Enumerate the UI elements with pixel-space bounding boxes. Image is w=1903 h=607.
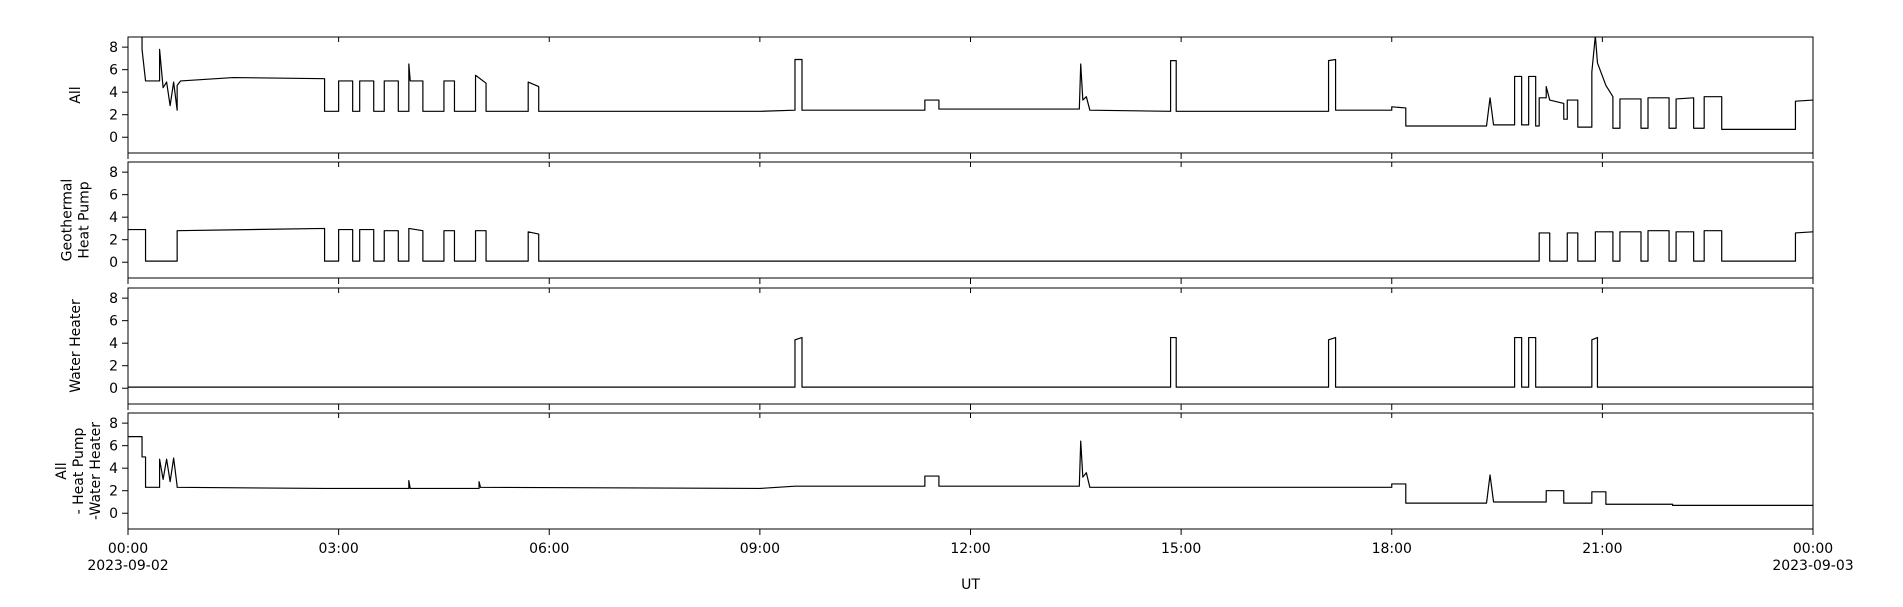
x-tick-label: 09:00 — [740, 541, 780, 557]
y-tick-label: 0 — [109, 255, 118, 271]
y-tick-label: 4 — [109, 461, 118, 477]
plot-frame — [127, 287, 1814, 405]
y-axis-label: GeothermalHeat Pump — [60, 179, 93, 262]
plot-frame — [127, 412, 1814, 530]
data-line — [128, 227, 1813, 262]
y-tick-label: 6 — [109, 63, 118, 79]
data-line — [128, 336, 1813, 388]
y-tick-label: 8 — [109, 416, 118, 432]
y-tick-label: 6 — [109, 314, 118, 330]
y-tick-label: 4 — [109, 85, 118, 101]
x-tick-label: 18:00 — [1372, 541, 1412, 557]
y-axis-label-line: Geothermal — [60, 179, 76, 262]
panel: 0 2 4 6 8 All — [68, 36, 1814, 159]
y-tick-label: 2 — [109, 108, 118, 124]
panel: 0 2 4 6 8 GeothermalHeat Pump — [60, 161, 1814, 284]
y-tick-label: 8 — [109, 165, 118, 181]
data-line — [128, 436, 1813, 506]
panel: 0 2 4 6 8 Water Heater — [68, 287, 1814, 410]
y-tick-label: 2 — [109, 359, 118, 375]
y-tick-label: 2 — [109, 484, 118, 500]
y-tick-label: 0 — [109, 130, 118, 146]
data-line — [141, 37, 1813, 130]
y-tick-label: 4 — [109, 210, 118, 226]
x-date-label: 2023-09-03 — [1772, 558, 1853, 574]
y-tick-label: 0 — [109, 506, 118, 522]
y-tick-label: 6 — [109, 188, 118, 204]
y-tick-label: 8 — [109, 40, 118, 56]
x-date-label: 2023-09-02 — [87, 558, 168, 574]
y-axis-label-line: -Water Heater — [88, 422, 104, 520]
y-tick-label: 2 — [109, 233, 118, 249]
y-axis-label-line: All — [68, 86, 84, 103]
y-axis-label-line: - Heat Pump — [71, 428, 87, 515]
y-tick-label: 4 — [109, 336, 118, 352]
x-tick-label: 00:00 — [108, 541, 148, 557]
x-tick-label: 06:00 — [529, 541, 569, 557]
x-tick-label: 21:00 — [1582, 541, 1622, 557]
x-axis-label: UT — [961, 577, 980, 593]
plot-frame — [127, 161, 1814, 279]
y-tick-label: 8 — [109, 291, 118, 307]
y-tick-label: 0 — [109, 381, 118, 397]
x-tick-label: 15:00 — [1161, 541, 1201, 557]
x-tick-label: 12:00 — [950, 541, 990, 557]
y-axis-label-line: Heat Pump — [77, 181, 93, 258]
plot-frame — [127, 36, 1814, 154]
y-axis-label: Water Heater — [68, 299, 84, 393]
x-tick-label: 00:00 — [1793, 541, 1833, 557]
y-axis-label-line: Water Heater — [68, 299, 84, 393]
x-tick-label: 03:00 — [318, 541, 358, 557]
panel: 0 2 4 6 8 00:00 03:00 06:00 09:00 12:00 15:00 18:00… — [54, 412, 1854, 593]
y-tick-label: 6 — [109, 439, 118, 455]
y-axis-label-line: All — [54, 462, 70, 479]
y-axis-label: All- Heat Pump-Water Heater — [54, 422, 104, 520]
y-axis-label: All — [68, 86, 84, 103]
